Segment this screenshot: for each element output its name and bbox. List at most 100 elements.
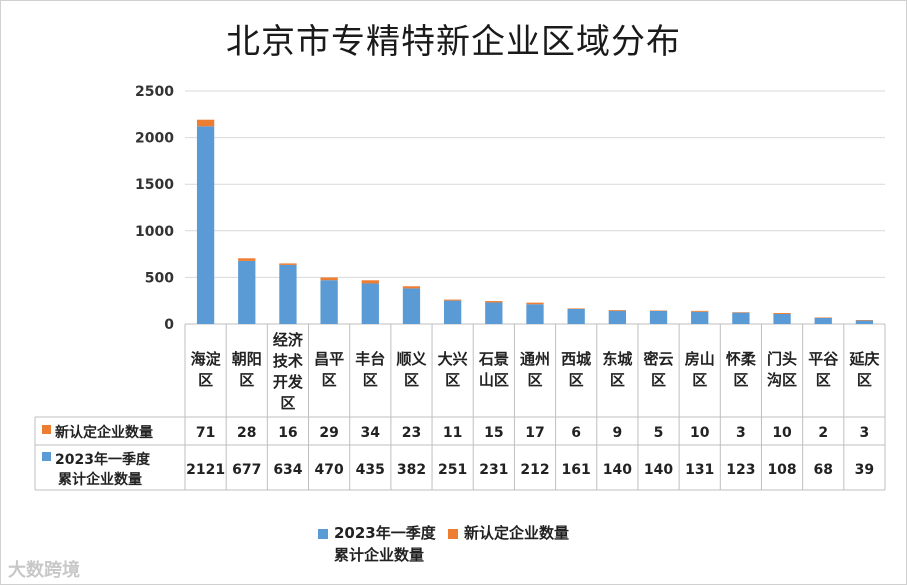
bar-cumulative bbox=[526, 304, 544, 324]
bar-cumulative bbox=[855, 320, 874, 324]
category-label: 西城 bbox=[561, 350, 591, 368]
category-label: 东城 bbox=[602, 350, 632, 368]
category-label: 区 bbox=[733, 371, 748, 389]
bar-cumulative bbox=[444, 300, 462, 324]
bar-new bbox=[691, 310, 709, 312]
bar-new bbox=[196, 119, 215, 127]
table-cell-new: 23 bbox=[402, 425, 421, 441]
bar-new bbox=[732, 312, 750, 313]
bar-new bbox=[361, 280, 379, 284]
bar-cumulative bbox=[732, 312, 750, 324]
category-label: 经济 bbox=[273, 331, 304, 349]
bar-cumulative bbox=[608, 310, 626, 324]
category-label: 朝阳 bbox=[232, 350, 262, 368]
y-tick-label: 2500 bbox=[135, 84, 174, 100]
bar-cumulative bbox=[238, 260, 256, 324]
category-label: 丰台 bbox=[355, 350, 385, 368]
category-label: 区 bbox=[363, 371, 378, 389]
bar-new bbox=[855, 320, 874, 321]
y-tick-label: 0 bbox=[164, 317, 174, 333]
table-cell-new: 2 bbox=[818, 425, 828, 441]
category-label: 沟区 bbox=[767, 371, 797, 389]
category-label: 延庆 bbox=[848, 350, 879, 368]
table-cell-new: 28 bbox=[237, 425, 256, 441]
table-cell-cumulative: 140 bbox=[603, 462, 632, 478]
legend-item-cumulative-line2: 累计企业数量 bbox=[334, 544, 424, 565]
bar-cumulative bbox=[649, 310, 668, 324]
table-row-label-new: 新认定企业数量 bbox=[55, 424, 153, 441]
category-label: 区 bbox=[569, 371, 584, 389]
table-cell-cumulative: 382 bbox=[397, 462, 426, 478]
chart-title: 北京市专精特新企业区域分布 bbox=[226, 22, 681, 62]
y-tick-label: 1000 bbox=[135, 224, 174, 240]
bar-cumulative bbox=[691, 311, 709, 324]
category-label: 区 bbox=[239, 371, 254, 389]
category-label: 技术 bbox=[273, 352, 303, 370]
table-cell-cumulative: 140 bbox=[644, 462, 673, 478]
bar-new bbox=[485, 301, 503, 303]
bar-new bbox=[320, 277, 338, 281]
bar-new bbox=[608, 310, 626, 311]
category-label: 海淀 bbox=[191, 350, 222, 368]
category-label: 山区 bbox=[479, 371, 509, 389]
table-cell-cumulative: 2121 bbox=[186, 462, 225, 478]
bar-cumulative bbox=[361, 283, 379, 324]
category-label: 区 bbox=[322, 371, 337, 389]
watermark-text: 大数跨境 bbox=[8, 560, 80, 581]
category-label: 房山 bbox=[685, 350, 715, 368]
table-cell-new: 10 bbox=[690, 425, 710, 441]
category-label: 密云 bbox=[644, 350, 674, 368]
table-cell-new: 17 bbox=[525, 425, 544, 441]
table-cell-cumulative: 634 bbox=[273, 462, 302, 478]
category-label: 区 bbox=[198, 371, 213, 389]
table-cell-cumulative: 212 bbox=[520, 462, 549, 478]
category-label: 门头 bbox=[767, 350, 797, 368]
y-tick-label: 2000 bbox=[135, 131, 174, 147]
bar-new bbox=[814, 317, 832, 318]
bar-cumulative bbox=[402, 288, 421, 324]
bar-cumulative bbox=[279, 264, 297, 324]
category-label: 开发 bbox=[273, 373, 304, 391]
table-row-label-cumulative: 累计企业数量 bbox=[58, 471, 142, 488]
table-swatch-cumulative bbox=[42, 452, 51, 461]
category-label: 区 bbox=[651, 371, 666, 389]
bar-new bbox=[773, 313, 791, 314]
table-cell-cumulative: 435 bbox=[356, 462, 385, 478]
table-row-label-cumulative: 2023年一季度 bbox=[55, 451, 151, 468]
table-cell-cumulative: 131 bbox=[685, 462, 714, 478]
bar-cumulative bbox=[814, 317, 832, 324]
category-label: 平谷 bbox=[808, 350, 839, 368]
table-cell-cumulative: 231 bbox=[479, 462, 508, 478]
table-cell-cumulative: 108 bbox=[767, 462, 796, 478]
category-label: 顺义 bbox=[396, 350, 426, 368]
table-cell-new: 6 bbox=[571, 425, 581, 441]
category-label: 区 bbox=[816, 371, 831, 389]
bar-new bbox=[238, 258, 256, 261]
category-label: 区 bbox=[404, 371, 419, 389]
table-cell-new: 29 bbox=[319, 425, 338, 441]
table-cell-new: 3 bbox=[860, 425, 870, 441]
bar-cumulative bbox=[485, 302, 503, 324]
bar-new bbox=[402, 286, 421, 289]
watermark-logo: 大数跨境 bbox=[8, 556, 80, 582]
table-cell-new: 9 bbox=[612, 425, 622, 441]
category-label: 大兴 bbox=[438, 350, 468, 368]
y-tick-label: 1500 bbox=[135, 177, 174, 193]
category-label: 区 bbox=[527, 371, 542, 389]
legend-label-new: 新认定企业数量 bbox=[464, 524, 570, 542]
table-cell-new: 16 bbox=[278, 425, 297, 441]
table-cell-cumulative: 470 bbox=[315, 462, 344, 478]
table-cell-new: 11 bbox=[443, 425, 462, 441]
legend-swatch-cumulative bbox=[318, 528, 328, 539]
table-cell-new: 15 bbox=[484, 425, 503, 441]
bar-cumulative bbox=[567, 308, 585, 324]
bar-cumulative bbox=[773, 313, 791, 324]
category-label: 区 bbox=[280, 394, 295, 412]
legend-item-new: 新认定企业数量 bbox=[448, 522, 569, 543]
category-label: 怀柔 bbox=[726, 350, 757, 368]
table-cell-new: 3 bbox=[736, 425, 746, 441]
table-cell-cumulative: 39 bbox=[855, 462, 874, 478]
bar-new bbox=[526, 302, 544, 305]
category-label: 石景 bbox=[478, 350, 509, 368]
